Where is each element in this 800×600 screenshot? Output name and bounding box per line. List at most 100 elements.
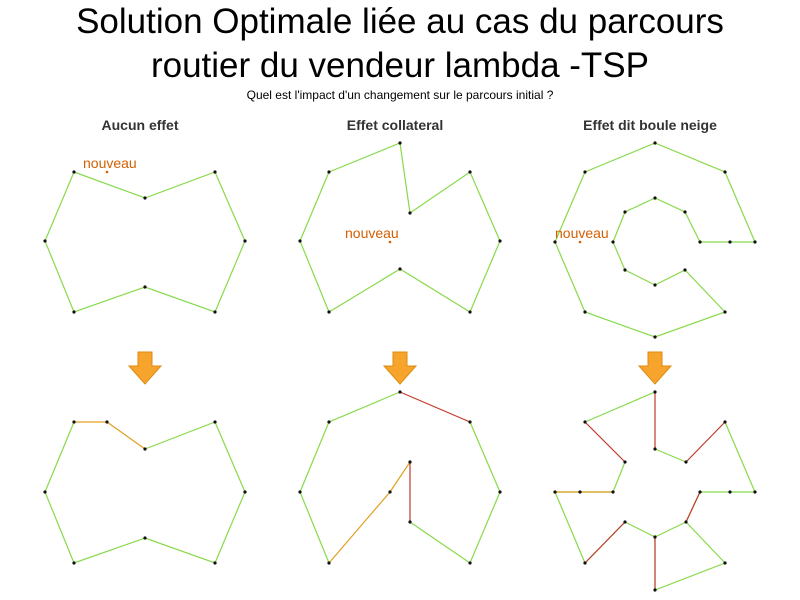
city-node — [653, 390, 657, 394]
city-node — [72, 170, 76, 174]
city-node — [388, 490, 392, 494]
city-node — [723, 170, 727, 174]
route-line — [299, 142, 501, 313]
city-node — [653, 196, 657, 200]
nodes-snowball-before — [553, 141, 757, 339]
city-node — [468, 170, 472, 174]
city-node — [468, 420, 472, 424]
city-node — [753, 490, 757, 494]
city-node — [105, 420, 109, 424]
new-point-label: nouveau — [83, 155, 137, 171]
route-line — [554, 461, 626, 564]
removed-route-line — [399, 391, 471, 423]
city-node — [623, 210, 627, 214]
title-line-2: routier du vendeur lambda -TSP — [150, 46, 650, 85]
city-node — [213, 561, 217, 565]
route-line — [685, 421, 756, 523]
city-node — [723, 561, 727, 565]
city-node — [498, 490, 502, 494]
city-node — [583, 420, 587, 424]
changed-route-line — [328, 461, 411, 564]
down-arrow-icon — [127, 351, 163, 385]
city-node — [213, 310, 217, 314]
city-node — [243, 239, 247, 243]
city-node — [653, 141, 657, 145]
city-node — [143, 285, 147, 289]
nodes-collateral-before — [298, 141, 502, 314]
city-node — [327, 170, 331, 174]
city-node — [468, 310, 472, 314]
route-line — [584, 391, 656, 423]
removed-route-line — [685, 421, 726, 463]
down-arrow-icon — [382, 351, 418, 385]
city-node — [327, 561, 331, 565]
city-node — [398, 141, 402, 145]
nodes-no-effect-before — [43, 170, 247, 314]
route-line — [44, 171, 246, 313]
city-node — [43, 490, 47, 494]
city-node — [653, 283, 657, 287]
city-node — [684, 520, 688, 524]
tour-collateral-after — [299, 391, 501, 564]
subtitle: Quel est l'impact d'un changement sur le… — [246, 88, 554, 102]
city-node — [398, 390, 402, 394]
city-node — [653, 535, 657, 539]
column-heading-collateral: Effet collateral — [346, 117, 444, 133]
route-line — [554, 142, 756, 338]
city-node — [578, 490, 582, 494]
city-node — [327, 310, 331, 314]
city-node — [327, 420, 331, 424]
city-node — [143, 447, 147, 451]
city-node — [698, 490, 702, 494]
city-node — [623, 520, 627, 524]
city-node — [408, 520, 412, 524]
column-heading-no-effect: Aucun effet — [101, 117, 179, 133]
city-node — [583, 561, 587, 565]
city-node — [653, 335, 657, 339]
removed-route-line — [584, 521, 626, 564]
city-node — [243, 490, 247, 494]
city-node — [213, 420, 217, 424]
city-node — [72, 310, 76, 314]
city-node — [468, 561, 472, 565]
city-node — [498, 239, 502, 243]
tour-snowball-before — [554, 142, 756, 338]
column-heading-snowball: Effet dit boule neige — [583, 117, 717, 133]
city-node — [583, 310, 587, 314]
city-node — [728, 240, 732, 244]
removed-route-line — [584, 421, 626, 463]
city-node — [143, 196, 147, 200]
city-node — [611, 490, 615, 494]
city-node — [298, 490, 302, 494]
route-line — [654, 448, 687, 463]
new-point-marker — [388, 240, 392, 244]
city-node — [623, 460, 627, 464]
changed-route-line — [74, 421, 146, 450]
down-arrow-icon — [637, 351, 673, 385]
city-node — [213, 170, 217, 174]
city-node — [72, 420, 76, 424]
city-node — [683, 210, 687, 214]
route-line — [409, 421, 501, 564]
new-point-label: nouveau — [555, 225, 609, 241]
city-node — [728, 490, 732, 494]
route-line — [44, 421, 246, 564]
new-point-label: nouveau — [345, 225, 399, 241]
city-node — [43, 239, 47, 243]
title-line-1: Solution Optimale liée au cas du parcour… — [76, 2, 724, 41]
tour-collateral-before — [299, 142, 501, 313]
city-node — [583, 170, 587, 174]
city-node — [553, 490, 557, 494]
new-point-marker — [578, 240, 582, 244]
city-node — [623, 268, 627, 272]
city-node — [553, 240, 557, 244]
city-node — [72, 561, 76, 565]
city-node — [408, 211, 412, 215]
route-line — [584, 521, 687, 564]
removed-route-line — [685, 491, 701, 523]
city-node — [611, 240, 615, 244]
tour-no-effect-before — [44, 171, 246, 313]
city-node — [408, 460, 412, 464]
city-node — [653, 447, 657, 451]
